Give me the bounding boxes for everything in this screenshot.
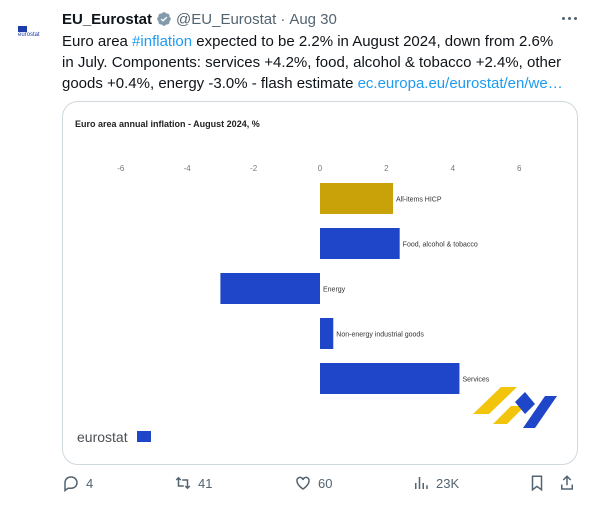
separator-dot: · <box>280 10 286 28</box>
text-segment: Euro area <box>62 33 133 50</box>
bar <box>320 318 334 349</box>
tweet-text-line: in July. Components: services +4.2%, foo… <box>62 54 562 71</box>
eurostat-logo-text: eurostat <box>77 429 128 445</box>
retweet-count: 41 <box>198 475 213 491</box>
category-label: Services <box>462 377 489 384</box>
author-handle[interactable]: @EU_Eurostat <box>176 10 277 28</box>
x-tick-label: 4 <box>451 164 456 173</box>
more-options-icon[interactable] <box>558 8 580 28</box>
category-label: Energy <box>323 287 346 294</box>
tweet-text-line: goods +0.4%, energy -3.0% - flash estima… <box>62 73 592 94</box>
eurostat-emblem-icon <box>473 387 557 428</box>
eu-flag-icon <box>137 431 151 442</box>
view-count: 23K <box>436 475 460 491</box>
bar <box>320 183 394 214</box>
bar <box>220 273 320 304</box>
retweet-icon <box>175 476 191 490</box>
eu-flag-icon <box>18 26 27 32</box>
avatar[interactable]: eurostat <box>14 14 50 50</box>
x-tick-label: 2 <box>384 164 389 173</box>
views-chart-icon <box>415 477 428 489</box>
bar <box>320 228 400 259</box>
x-tick-label: 0 <box>318 164 323 173</box>
like-count: 60 <box>318 475 333 491</box>
category-label: Food, alcohol & tobacco <box>403 242 478 249</box>
hashtag-link[interactable]: #inflation <box>132 33 193 50</box>
text-segment: goods +0.4%, energy -3.0% - flash estima… <box>62 75 358 92</box>
author-name[interactable]: EU_Eurostat <box>62 10 153 28</box>
bar <box>320 363 460 394</box>
tweet-header: EU_Eurostat @EU_Eurostat · Aug 30 <box>62 9 337 29</box>
category-label: Non-energy industrial goods <box>336 332 424 339</box>
timestamp[interactable]: Aug 30 <box>289 10 337 28</box>
x-tick-label: -6 <box>117 164 125 173</box>
x-tick-label: -4 <box>184 164 192 173</box>
x-tick-label: 6 <box>517 164 522 173</box>
share-button[interactable] <box>558 470 582 496</box>
reply-icon <box>64 476 78 492</box>
text-segment: expected to be 2.2% in August 2024, down… <box>192 33 554 50</box>
category-label: All-items HICP <box>396 197 442 204</box>
reply-button[interactable]: 4 <box>62 470 93 496</box>
share-icon <box>561 475 573 490</box>
like-button[interactable]: 60 <box>294 470 332 496</box>
avatar-text: eurostat <box>18 32 40 38</box>
heart-icon <box>296 476 310 490</box>
media-card[interactable]: Euro area annual inflation - August 2024… <box>62 101 578 465</box>
action-bar: 4 41 60 23K <box>62 470 582 496</box>
bookmark-icon <box>531 475 543 492</box>
tweet-text-line: Euro area #inflation expected to be 2.2%… <box>62 31 592 52</box>
x-tick-label: -2 <box>250 164 258 173</box>
verified-badge-icon <box>157 12 171 26</box>
tweet-text: Euro area #inflation expected to be 2.2%… <box>62 31 592 94</box>
views-button[interactable]: 23K <box>412 470 459 496</box>
reply-count: 4 <box>86 475 94 491</box>
url-link[interactable]: ec.europa.eu/eurostat/en/we… <box>357 75 563 92</box>
retweet-button[interactable]: 41 <box>174 470 212 496</box>
inflation-chart: Euro area annual inflation - August 2024… <box>75 119 557 445</box>
bookmark-button[interactable] <box>528 470 552 496</box>
chart-title: Euro area annual inflation - August 2024… <box>75 119 260 129</box>
